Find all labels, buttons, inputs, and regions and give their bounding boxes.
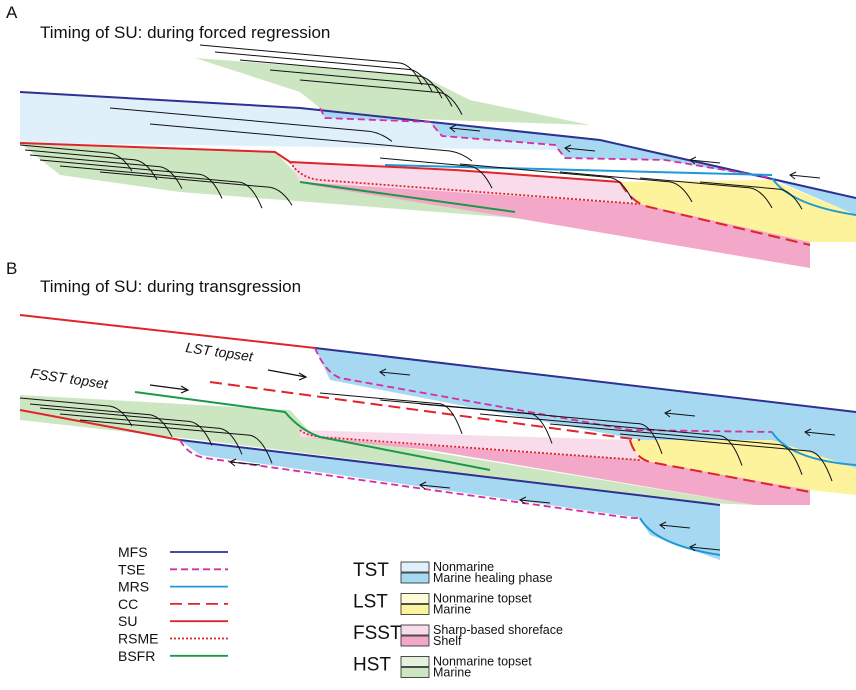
legend-group: TST (353, 560, 389, 581)
box-legend: TSTNonmarineMarine healing phaseLSTNonma… (353, 560, 563, 680)
legend-item: Marine (433, 666, 471, 680)
legend-swatch (401, 562, 429, 572)
legend-group: HST (353, 655, 391, 676)
panel-title: Timing of SU: during transgression (40, 277, 301, 296)
legend-label: BSFR (118, 648, 155, 664)
legend-label: MFS (118, 544, 148, 560)
legend-swatch (401, 668, 429, 678)
legend-group: LST (353, 592, 388, 613)
legend-swatch (401, 605, 429, 615)
annotation: FSST topset (30, 365, 110, 392)
legend-group: FSST (353, 623, 402, 644)
legend-label: SU (118, 613, 137, 629)
panel-b: FSST topset LST topset (20, 315, 856, 560)
legend-swatch (401, 636, 429, 646)
panel-title: Timing of SU: during forced regression (40, 23, 330, 42)
legend-item: Marine healing phase (433, 571, 553, 585)
legend-swatch (401, 573, 429, 583)
flow-arrow (790, 172, 820, 179)
surface-line (20, 315, 315, 348)
figure: A Timing of SU: during forced regression… (0, 0, 856, 690)
legend-item: Marine (433, 603, 471, 617)
legend-swatch (401, 625, 429, 635)
panel-letter: B (6, 259, 17, 278)
legend-label: MRS (118, 579, 149, 595)
annotation: LST topset (185, 339, 255, 364)
legend-swatch (401, 657, 429, 667)
legend-label: RSME (118, 631, 158, 647)
legend-label: TSE (118, 561, 145, 577)
surface-line (268, 370, 306, 380)
panel-a (20, 45, 856, 268)
surface-line (150, 385, 188, 393)
legend-label: CC (118, 596, 138, 612)
legend-item: Shelf (433, 634, 462, 648)
legend-swatch (401, 594, 429, 604)
panel-letter: A (6, 3, 18, 22)
